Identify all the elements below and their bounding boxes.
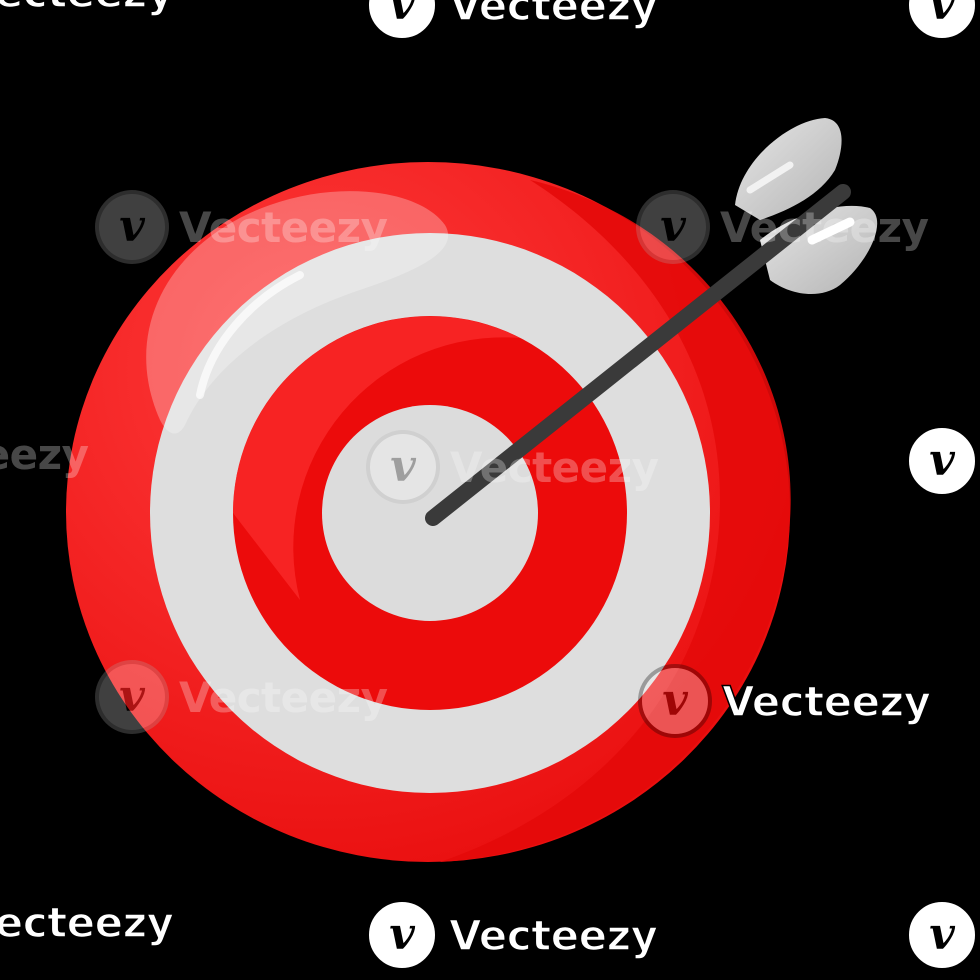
target-shadow	[440, 180, 791, 862]
gloss-highlight	[146, 191, 449, 434]
target-ring-red-highlight	[233, 316, 520, 600]
gloss-streak	[196, 271, 304, 399]
arrow-fletching-shine	[807, 217, 855, 245]
arrow-shaft	[425, 184, 851, 526]
arrow-fletching-shine-2	[746, 161, 794, 194]
